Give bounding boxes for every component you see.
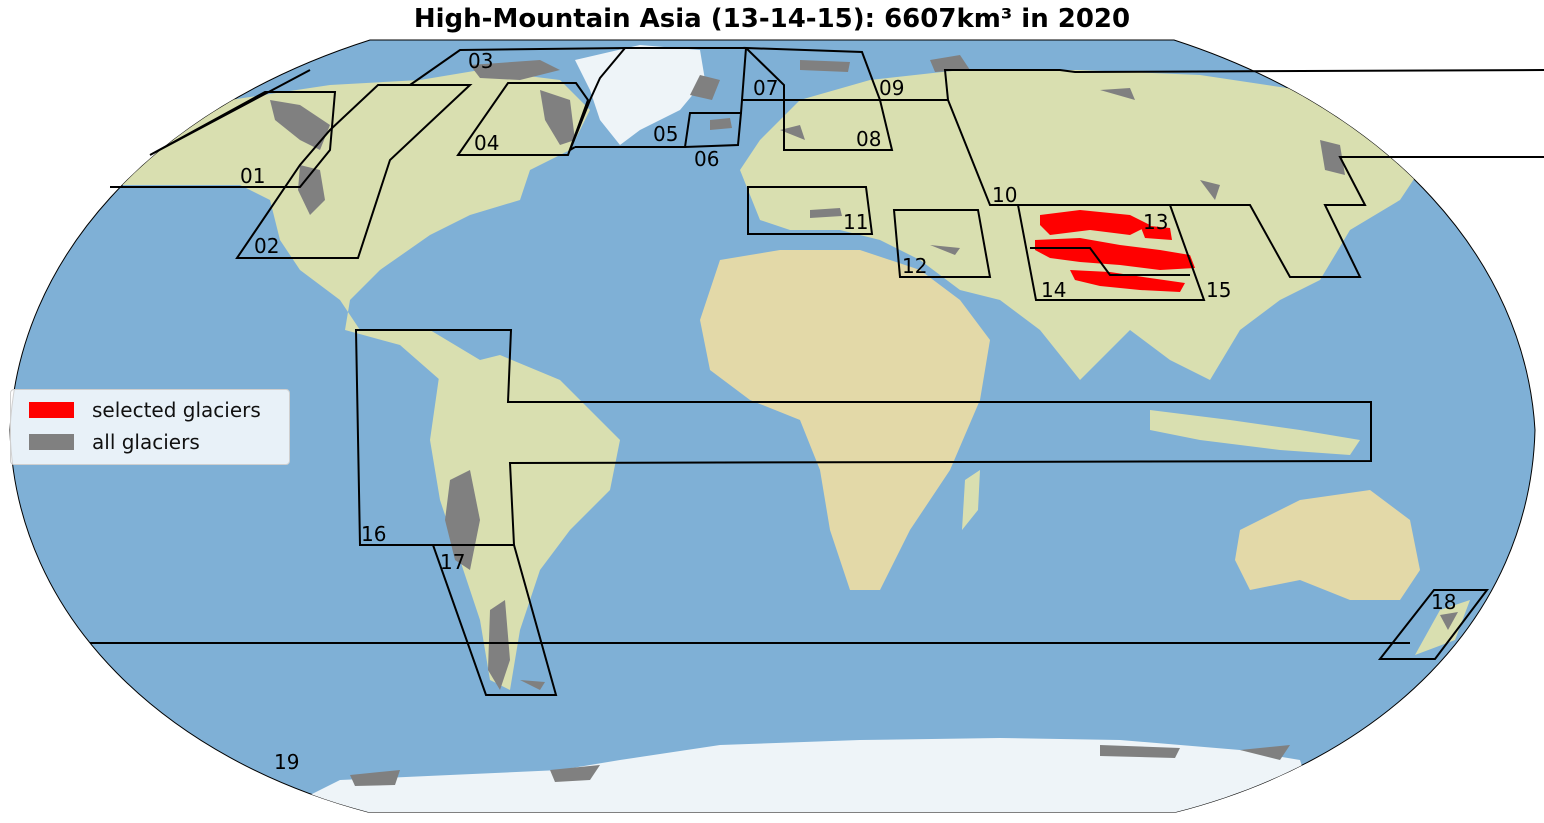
north-america-landmass (120, 70, 590, 390)
region-label-15: 15 (1206, 278, 1231, 302)
region-label-14: 14 (1041, 278, 1066, 302)
region-label-06: 06 (694, 147, 719, 171)
region-boundary-02 (235, 84, 473, 259)
region-boundary-06 (684, 112, 742, 148)
region-label-07: 07 (753, 76, 778, 100)
region-boundary-07 (741, 46, 881, 101)
region-label-04: 04 (474, 131, 499, 155)
legend-swatch-all (29, 434, 74, 450)
region-label-11: 11 (843, 210, 868, 234)
region-boundary-16 (354, 329, 1372, 546)
legend-entry-all: all glaciers (29, 430, 200, 454)
region-boundaries (90, 46, 1544, 696)
legend: selected glaciers all glaciers (10, 389, 290, 465)
region-label-17: 17 (440, 550, 465, 574)
legend-label-selected: selected glaciers (92, 398, 261, 422)
region-label-02: 02 (254, 234, 279, 258)
region-label-18: 18 (1431, 590, 1456, 614)
region-label-19: 19 (274, 750, 299, 774)
legend-label-all: all glaciers (92, 430, 200, 454)
region-label-09: 09 (879, 76, 904, 100)
legend-swatch-selected (29, 402, 74, 418)
madagascar-landmass (962, 470, 980, 530)
africa-landmass (700, 250, 990, 590)
indonesia-landmass (1150, 410, 1360, 455)
region-label-01: 01 (240, 164, 265, 188)
region-boundary-10 (947, 99, 1544, 278)
region-boundary-17 (431, 544, 558, 696)
region-boundary-18 (1377, 589, 1490, 660)
region-label-16: 16 (361, 522, 386, 546)
region-boundary-01 (110, 69, 337, 188)
antarctica-landmass (280, 738, 1320, 812)
region-boundary-09 (880, 69, 1544, 101)
map-title: High-Mountain Asia (13-14-15): 6607km³ i… (413, 4, 1131, 34)
south-america-landmass (430, 355, 620, 690)
region-labels: 01 02 03 04 05 06 07 08 09 10 11 12 13 1… (240, 49, 1456, 774)
region-boundary-12 (892, 209, 992, 278)
region-boundary-04 (456, 82, 590, 156)
region-label-08: 08 (856, 127, 881, 151)
legend-entry-selected: selected glaciers (29, 398, 261, 422)
region-boundary-05 (575, 47, 748, 148)
region-label-13: 13 (1143, 210, 1168, 234)
region-boundary-13-15 (1017, 204, 1206, 301)
region-label-10: 10 (992, 183, 1017, 207)
selected-glaciers (1035, 210, 1195, 292)
australia-landmass (1235, 490, 1420, 600)
region-boundary-11 (747, 186, 874, 235)
region-label-03: 03 (468, 49, 493, 73)
region-label-05: 05 (653, 122, 678, 146)
region-label-12: 12 (902, 254, 927, 278)
